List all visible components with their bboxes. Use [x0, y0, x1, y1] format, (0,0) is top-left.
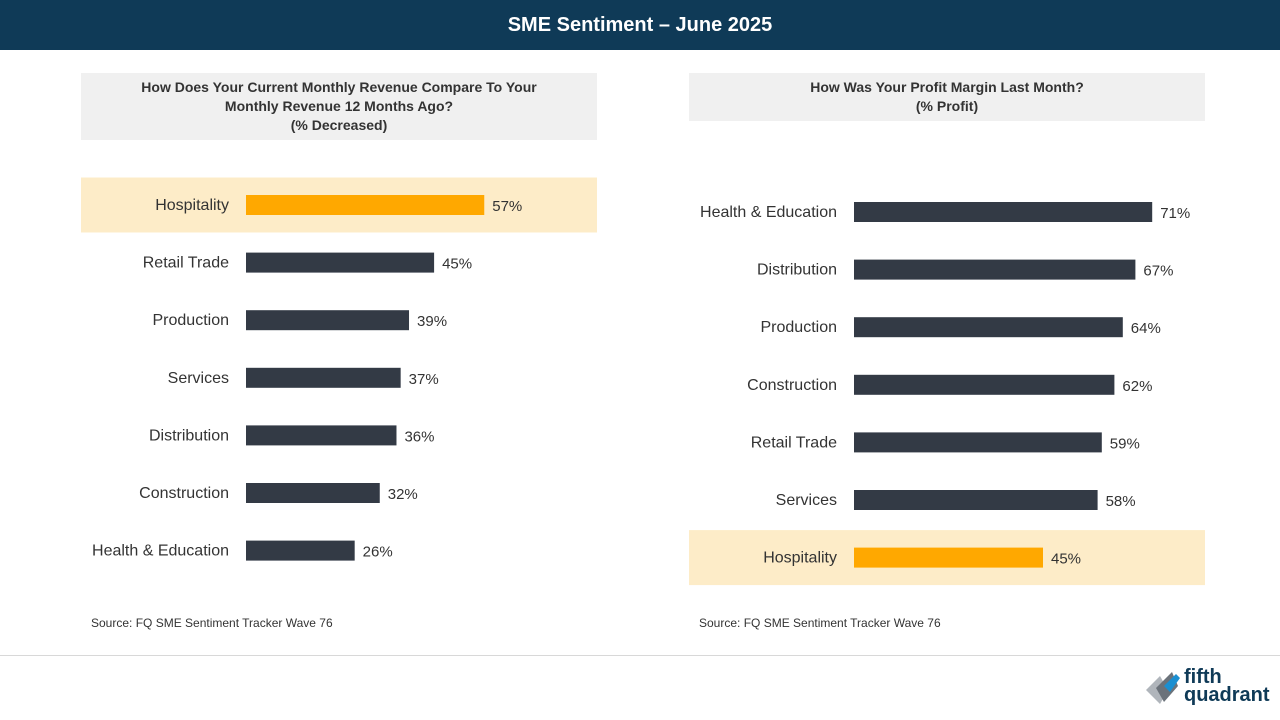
- page-header: SME Sentiment – June 2025: [0, 0, 1280, 50]
- value-label: 39%: [417, 313, 447, 330]
- page-title: SME Sentiment – June 2025: [507, 13, 773, 36]
- category-label: Services: [776, 492, 837, 509]
- chart-source-revenue: Source: FQ SME Sentiment Tracker Wave 76: [91, 616, 333, 630]
- bar: [854, 547, 1043, 568]
- value-label: 37%: [409, 371, 439, 388]
- bar: [854, 317, 1123, 338]
- bar: [854, 490, 1098, 510]
- category-label: Production: [761, 319, 838, 336]
- category-label: Services: [168, 370, 229, 387]
- bar: [246, 310, 410, 331]
- value-label: 58%: [1106, 493, 1136, 510]
- chart-title-line: How Does Your Current Monthly Revenue Co…: [141, 79, 537, 95]
- fifth-quadrant-logo: fifth quadrant: [1142, 667, 1270, 712]
- bar: [246, 367, 401, 388]
- bar: [854, 202, 1153, 222]
- bar: [246, 252, 435, 273]
- logo-wordmark: fifth quadrant: [1184, 666, 1270, 706]
- chart-source-profit: Source: FQ SME Sentiment Tracker Wave 76: [699, 616, 941, 630]
- value-label: 71%: [1160, 205, 1190, 222]
- value-label: 62%: [1122, 378, 1152, 395]
- value-label: 64%: [1131, 320, 1161, 337]
- category-label: Retail Trade: [751, 434, 837, 451]
- chart-title-revenue: How Does Your Current Monthly Revenue Co…: [81, 73, 597, 140]
- category-label: Health & Education: [700, 204, 837, 221]
- bar: [246, 195, 485, 215]
- bar: [854, 432, 1102, 453]
- value-label: 32%: [388, 486, 418, 503]
- category-label: Production: [153, 312, 230, 329]
- value-label: 45%: [442, 256, 472, 273]
- category-label: Distribution: [757, 262, 837, 279]
- category-label: Hospitality: [155, 197, 229, 214]
- fifth-quadrant-logo-mark-icon: [1146, 672, 1180, 704]
- category-label: Distribution: [149, 427, 229, 444]
- bar: [854, 374, 1115, 395]
- chart-title-line: (% Decreased): [290, 117, 388, 133]
- bar: [246, 483, 380, 503]
- chart-title-line: How Was Your Profit Margin Last Month?: [810, 79, 1084, 95]
- category-label: Retail Trade: [143, 255, 229, 272]
- bar: [246, 540, 355, 561]
- value-label: 36%: [404, 428, 434, 445]
- chart-title-profit: How Was Your Profit Margin Last Month? (…: [689, 73, 1205, 121]
- chart-title-line: Monthly Revenue 12 Months Ago?: [224, 98, 454, 114]
- logo-line-1: fifth: [1184, 666, 1222, 688]
- footer-divider: [0, 655, 1280, 656]
- category-label: Hospitality: [763, 550, 837, 567]
- category-label: Construction: [747, 377, 837, 394]
- bar: [246, 425, 397, 446]
- value-label: 45%: [1051, 551, 1081, 568]
- value-label: 67%: [1143, 263, 1173, 280]
- value-label: 59%: [1110, 435, 1140, 452]
- chart-title-line: (% Profit): [915, 98, 979, 114]
- value-label: 26%: [363, 544, 393, 561]
- category-label: Health & Education: [92, 543, 229, 560]
- category-label: Construction: [139, 485, 229, 502]
- bar: [854, 259, 1136, 280]
- logo-line-2: quadrant: [1184, 684, 1270, 706]
- value-label: 57%: [492, 198, 522, 215]
